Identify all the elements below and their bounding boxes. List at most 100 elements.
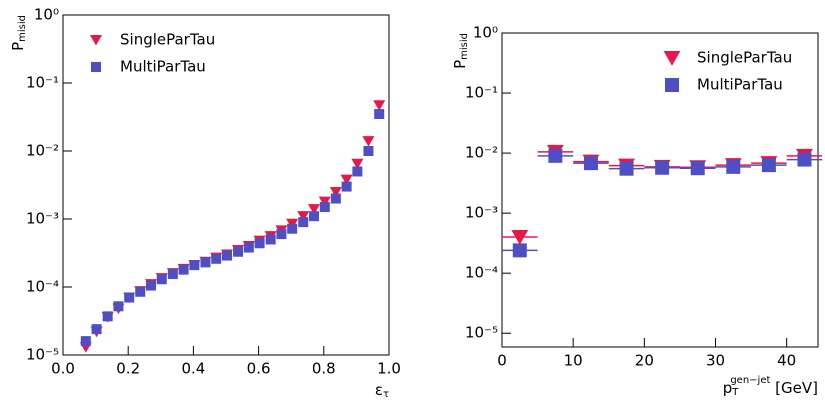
y-tick-label: 10⁻³ <box>26 210 59 228</box>
legend-label: SingleParTau <box>697 49 792 67</box>
marker <box>189 260 200 271</box>
marker <box>318 196 331 208</box>
label-main: P <box>9 42 27 51</box>
marker <box>265 234 276 245</box>
y-axis-label: Pmisid <box>9 15 29 51</box>
label-sup: gen−jet <box>730 375 770 386</box>
marker <box>374 109 385 120</box>
label-sub: misid <box>459 33 470 60</box>
x-tick-label: 1.0 <box>377 360 401 378</box>
legend-marker <box>90 35 102 46</box>
x-tick-label: 0.0 <box>51 360 75 378</box>
x-tick-label: 10 <box>564 352 583 370</box>
y-tick-label: 10⁰ <box>34 6 59 24</box>
marker <box>221 250 232 261</box>
marker <box>512 243 527 258</box>
marker <box>319 202 330 213</box>
label-main: ε <box>375 381 383 399</box>
y-tick-label: 10⁻³ <box>465 204 498 222</box>
x-tick-label: 20 <box>635 352 654 370</box>
marker <box>362 136 375 147</box>
legend-marker <box>91 62 101 72</box>
legend-swatch <box>665 78 679 92</box>
x-tick-label: 0.6 <box>247 360 271 378</box>
marker <box>254 238 265 249</box>
marker <box>797 152 812 167</box>
marker <box>690 161 705 176</box>
x-tick-label: 30 <box>706 352 725 370</box>
y-axis-label: Pmisid <box>451 33 471 69</box>
label-main: P <box>451 60 469 69</box>
plot-frame <box>62 14 390 356</box>
label-sub: misid <box>17 15 28 42</box>
x-tick-label: 0.4 <box>181 360 205 378</box>
x-tick-label: 0 <box>497 352 507 370</box>
marker <box>135 286 146 297</box>
legend-marker <box>663 51 681 66</box>
legend-label: MultiParTau <box>697 76 783 94</box>
y-tick-label: 10⁻⁵ <box>465 324 498 342</box>
marker <box>655 160 670 175</box>
chart: 0.0 0.2 0.4 0.6 0.8 1.0 10⁻⁵ 10⁻⁴ 10⁻³ 10⁻² 10⁻¹ 10… <box>9 6 401 401</box>
label-sub: T <box>731 387 739 398</box>
legend-label: MultiParTau <box>120 58 206 76</box>
marker <box>113 301 124 312</box>
marker <box>619 161 634 176</box>
marker <box>287 223 298 234</box>
marker <box>297 211 310 222</box>
marker <box>329 186 342 198</box>
marker <box>167 269 178 280</box>
legend-swatch <box>663 51 681 66</box>
y-tick-label: 10⁻² <box>465 144 498 162</box>
y-tick-label: 10⁻⁴ <box>26 278 59 296</box>
label-suffix: [GeV] <box>770 379 818 397</box>
marker <box>352 166 363 177</box>
marker <box>548 148 563 163</box>
legend-label: SingleParTau <box>120 31 215 49</box>
marker <box>91 324 102 335</box>
marker <box>308 204 321 215</box>
marker <box>726 159 741 174</box>
marker <box>211 253 222 264</box>
legend-marker <box>665 78 679 92</box>
x-tick-label: 40 <box>777 352 796 370</box>
label-sub: τ <box>383 389 389 400</box>
y-tick-label: 10⁻² <box>26 142 59 160</box>
marker <box>761 158 776 173</box>
marker <box>340 174 353 186</box>
marker <box>363 146 374 156</box>
plot-frame <box>501 32 819 348</box>
marker <box>309 211 320 222</box>
y-tick-label: 10⁻¹ <box>26 74 59 92</box>
legend-swatch <box>90 35 102 46</box>
marker <box>276 229 287 240</box>
marker <box>373 100 386 111</box>
marker <box>351 158 364 170</box>
marker <box>341 181 352 192</box>
marker <box>243 242 254 253</box>
x-tick-label: 0.2 <box>116 360 140 378</box>
marker <box>146 280 157 291</box>
marker <box>583 156 598 171</box>
marker <box>330 193 341 204</box>
marker <box>200 257 211 268</box>
marker <box>80 336 91 347</box>
x-axis-label: ετ <box>375 381 389 401</box>
marker <box>156 274 167 285</box>
label-main: p <box>723 379 733 397</box>
legend-swatch <box>91 62 101 72</box>
marker <box>298 217 309 228</box>
marker <box>102 311 113 322</box>
y-tick-label: 10⁻⁴ <box>465 264 498 282</box>
marker <box>511 230 529 245</box>
marker <box>178 264 189 275</box>
marker <box>124 292 135 303</box>
y-tick-label: 10⁰ <box>473 24 498 42</box>
marker <box>233 246 244 257</box>
y-tick-label: 10⁻⁵ <box>26 346 59 364</box>
chart: 0 10 20 30 40 10⁻⁵ 10⁻⁴ 10⁻³ 10⁻² 10⁻¹ 10⁰ pTgen−je… <box>451 24 823 398</box>
y-tick-label: 10⁻¹ <box>465 84 498 102</box>
x-axis-label: pTgen−jet [GeV] <box>723 375 818 398</box>
x-tick-label: 0.8 <box>312 360 336 378</box>
